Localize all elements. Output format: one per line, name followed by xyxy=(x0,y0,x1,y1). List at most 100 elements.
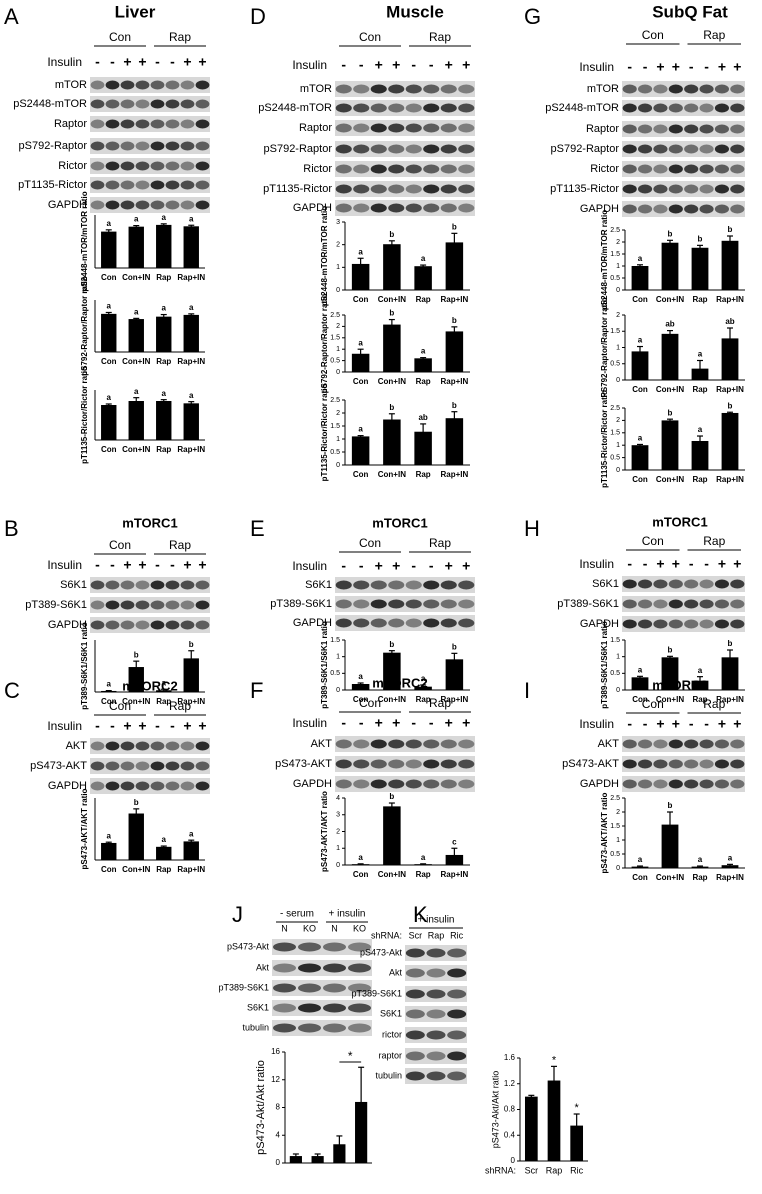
blot-label: Rictor xyxy=(303,163,332,175)
blot-band xyxy=(653,184,668,194)
blot-band xyxy=(120,80,135,90)
blot-band xyxy=(405,599,422,609)
significance-letter: b xyxy=(452,222,457,231)
blot-band xyxy=(135,141,150,151)
y-tick-label: 0.5 xyxy=(610,361,620,368)
treatment-sign: - xyxy=(689,556,694,572)
significance-letter: a xyxy=(358,672,363,681)
blot-strip xyxy=(90,158,210,174)
treatment-sign: + xyxy=(198,54,206,70)
blot-band xyxy=(668,124,683,134)
blot-band xyxy=(405,968,425,978)
blot-strip xyxy=(90,758,210,774)
blot-label: pT389-S6K1 xyxy=(351,988,402,998)
blot-band xyxy=(335,599,352,609)
blot-strip xyxy=(622,756,745,772)
blot-band xyxy=(150,620,165,630)
blot-band xyxy=(90,600,105,610)
treatment-sign: + xyxy=(462,715,470,731)
treatment-sign: - xyxy=(341,57,346,73)
y-tick-label: 0.5 xyxy=(610,670,620,677)
blot-band xyxy=(165,200,180,210)
blot-band xyxy=(653,144,668,154)
y-tick-label: 0.8 xyxy=(504,1105,516,1114)
blot-band xyxy=(426,968,446,978)
blot-band xyxy=(637,619,653,629)
blot-band xyxy=(440,103,457,113)
y-axis-label: pT1135-Rictor/Rictor ratio xyxy=(600,390,609,488)
treatment-sign: + xyxy=(375,57,383,73)
significance-letter: a xyxy=(698,666,703,675)
lane-label: N xyxy=(281,923,288,933)
blot-band xyxy=(370,203,387,213)
significance-letter: b xyxy=(389,309,394,318)
significance-letter: a xyxy=(162,304,167,313)
blot-band xyxy=(388,580,405,590)
y-tick-label: 2.5 xyxy=(610,405,620,412)
x-tick-label: Rap xyxy=(416,377,431,386)
group-label: Rap xyxy=(703,28,725,42)
panel-letter: B xyxy=(4,516,19,541)
blot-band xyxy=(353,144,370,154)
blot-band xyxy=(405,184,422,194)
blot-band xyxy=(120,781,135,791)
blot-band xyxy=(335,103,352,113)
blot-strip xyxy=(90,778,210,794)
blot-band xyxy=(458,164,475,174)
blot-band xyxy=(180,99,195,109)
bar xyxy=(661,420,679,470)
blot-band xyxy=(150,180,165,190)
blot-band xyxy=(180,161,195,171)
blot-band xyxy=(165,620,180,630)
blot-band xyxy=(684,184,699,194)
bar xyxy=(289,1156,302,1163)
treatment-sign: - xyxy=(411,715,416,731)
x-tick-label: Con xyxy=(632,475,648,484)
treatment-sign: - xyxy=(704,556,709,572)
y-tick-label: 1.2 xyxy=(504,1079,516,1088)
x-tick-label: Con xyxy=(632,695,648,704)
y-tick-label: 4 xyxy=(336,795,340,802)
significance-letter: b xyxy=(668,229,673,238)
y-tick-label: 1 xyxy=(616,837,620,844)
group-label: Rap xyxy=(429,696,451,710)
blot-band xyxy=(90,620,105,630)
y-tick-label: 1 xyxy=(336,264,340,271)
blot-band xyxy=(458,103,475,113)
blot-label: Rictor xyxy=(58,160,87,172)
significance-letter: c xyxy=(452,837,457,846)
x-tick-label: Con+IN xyxy=(378,470,406,479)
blot-band xyxy=(440,618,457,628)
treatment-label: Insulin xyxy=(47,558,82,572)
significance-letter: a xyxy=(107,219,112,228)
blot-band xyxy=(405,84,422,94)
blot-label: Akt xyxy=(389,967,403,977)
blot-band xyxy=(440,84,457,94)
treatment-sign: - xyxy=(95,54,100,70)
blot-band xyxy=(388,779,405,789)
significance-letter: a xyxy=(358,425,363,434)
blot-band xyxy=(273,942,296,952)
x-tick-label: Ric xyxy=(570,1165,583,1175)
blot-band xyxy=(150,141,165,151)
significance-letter: a xyxy=(162,678,167,687)
significance-letter: b xyxy=(389,792,394,801)
x-tick-label: Con xyxy=(632,295,648,304)
x-tick-label: Con+IN xyxy=(122,357,150,366)
treatment-sign: + xyxy=(123,54,131,70)
blot-band xyxy=(105,600,120,610)
panel-letter: C xyxy=(4,678,20,703)
significance-letter: a xyxy=(134,307,139,316)
treatment-sign: - xyxy=(359,57,364,73)
treatment-sign: - xyxy=(95,718,100,734)
significance-letter: a xyxy=(638,254,643,263)
blot-band xyxy=(458,184,475,194)
blot-band xyxy=(90,80,105,90)
blot-strip xyxy=(90,77,210,93)
blot-label: pS473-AKT xyxy=(562,758,619,770)
blot-band xyxy=(120,141,135,151)
treatment-sign: + xyxy=(138,718,146,734)
blot-band xyxy=(135,741,150,751)
y-tick-label: 1.5 xyxy=(610,251,620,258)
